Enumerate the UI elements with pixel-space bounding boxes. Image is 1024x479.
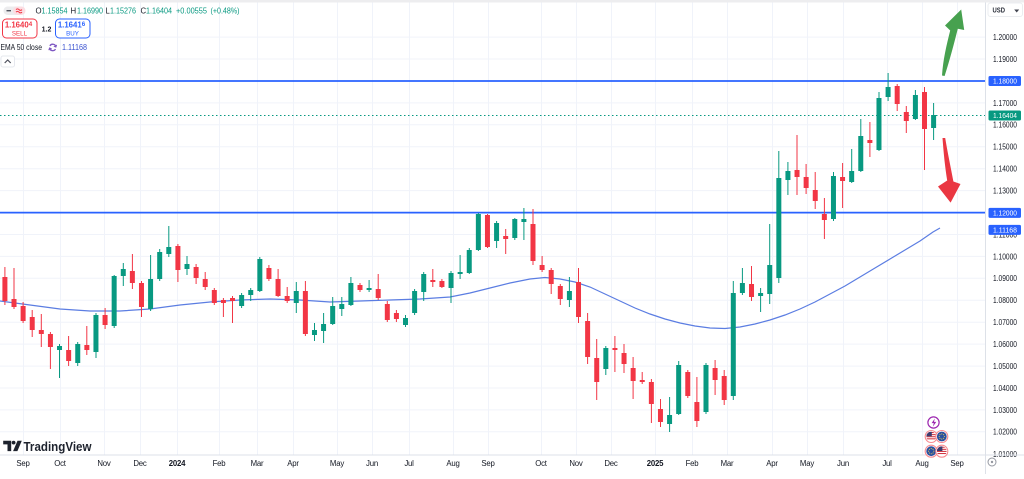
svg-text:1.12000: 1.12000 (993, 209, 1017, 218)
svg-text:Nov: Nov (569, 459, 583, 468)
svg-text:Mar: Mar (251, 459, 264, 468)
svg-text:1.16416: 1.16416 (58, 21, 86, 30)
svg-text:Sep: Sep (950, 459, 964, 468)
svg-text:1.06000: 1.06000 (993, 340, 1017, 349)
svg-text:Aug: Aug (915, 459, 928, 468)
svg-text:Nov: Nov (97, 459, 111, 468)
svg-text:1.03000: 1.03000 (993, 406, 1017, 415)
svg-text:1.15276: 1.15276 (110, 6, 136, 15)
svg-text:Apr: Apr (287, 459, 299, 468)
svg-text:BUY: BUY (66, 31, 79, 38)
svg-text:Sep: Sep (16, 459, 30, 468)
svg-text:1.2: 1.2 (42, 27, 52, 34)
svg-text:Oct: Oct (535, 459, 548, 468)
svg-text:1.09000: 1.09000 (993, 274, 1017, 283)
svg-text:Mar: Mar (721, 459, 734, 468)
svg-text:1.20000: 1.20000 (993, 33, 1017, 42)
svg-text:2025: 2025 (647, 459, 664, 468)
svg-text:H: H (71, 6, 77, 15)
svg-text:1.18000: 1.18000 (993, 77, 1017, 86)
svg-text:1.16404: 1.16404 (146, 6, 173, 15)
svg-text:Jun: Jun (366, 459, 378, 468)
svg-text:USD: USD (993, 5, 1006, 14)
svg-text:1.15854: 1.15854 (42, 6, 69, 15)
svg-text:Oct: Oct (54, 459, 67, 468)
svg-text:Dec: Dec (604, 459, 618, 468)
svg-text:1.16404: 1.16404 (993, 111, 1017, 120)
svg-text:1.16404: 1.16404 (5, 21, 33, 30)
svg-text:Jun: Jun (837, 459, 849, 468)
svg-text:SELL: SELL (12, 31, 28, 38)
svg-text:(+0.48%): (+0.48%) (211, 6, 240, 15)
svg-text:Aug: Aug (446, 459, 459, 468)
svg-text:1.08000: 1.08000 (993, 296, 1017, 305)
svg-text:1.04000: 1.04000 (993, 384, 1017, 393)
svg-text:TradingView: TradingView (24, 440, 92, 454)
svg-text:EMA 50 close: EMA 50 close (1, 43, 43, 52)
svg-text:1.11168: 1.11168 (62, 43, 87, 52)
svg-text:May: May (330, 459, 344, 468)
svg-text:1.01000: 1.01000 (993, 450, 1017, 459)
svg-text:1.15000: 1.15000 (993, 143, 1017, 152)
svg-text:Feb: Feb (213, 459, 227, 468)
svg-text:1.10000: 1.10000 (993, 252, 1017, 261)
svg-text:May: May (800, 459, 814, 468)
svg-text:Feb: Feb (686, 459, 700, 468)
svg-text:1.02000: 1.02000 (993, 428, 1017, 437)
svg-text:Jul: Jul (882, 459, 892, 468)
svg-text:1.14000: 1.14000 (993, 165, 1017, 174)
svg-text:1.17000: 1.17000 (993, 99, 1017, 108)
svg-text:+0.00555: +0.00555 (176, 6, 208, 15)
svg-text:1.11168: 1.11168 (993, 226, 1017, 235)
svg-text:Apr: Apr (766, 459, 778, 468)
svg-text:1.16990: 1.16990 (77, 6, 104, 15)
svg-text:1.19000: 1.19000 (993, 55, 1017, 64)
svg-text:1.16000: 1.16000 (993, 121, 1017, 130)
svg-text:Dec: Dec (133, 459, 147, 468)
svg-text:1.05000: 1.05000 (993, 362, 1017, 371)
svg-text:Sep: Sep (481, 459, 495, 468)
svg-text:Jul: Jul (404, 459, 414, 468)
svg-text:1.07000: 1.07000 (993, 318, 1017, 327)
svg-text:1.13000: 1.13000 (993, 187, 1017, 196)
svg-text:2024: 2024 (169, 459, 186, 468)
